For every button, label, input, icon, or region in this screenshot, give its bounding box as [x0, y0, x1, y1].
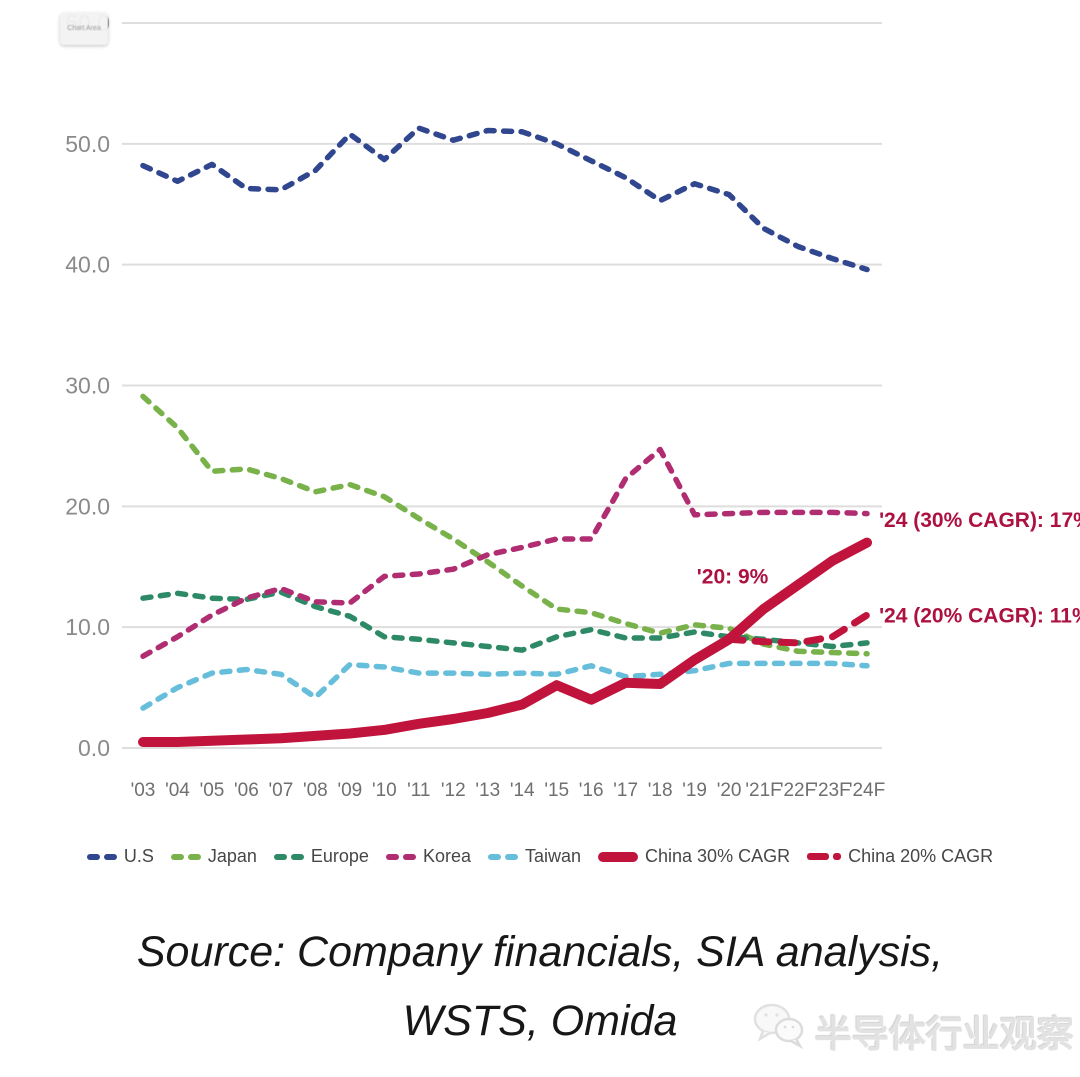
chart-area-tooltip: Chart Area — [60, 13, 108, 45]
y-tick-label: 50.0 — [65, 131, 110, 157]
legend-label: U.S — [123, 846, 154, 866]
legend-marker — [170, 853, 201, 860]
x-tick-label: '24F — [849, 780, 885, 801]
x-tick-label: '23F — [814, 780, 850, 801]
legend-item-korea: Korea — [385, 846, 471, 867]
series-korea — [140, 446, 870, 659]
legend-item-europe: Europe — [273, 846, 369, 867]
y-tick-label: 10.0 — [65, 614, 110, 640]
x-tick-label: '11 — [407, 780, 430, 801]
x-tick-label: '22F — [780, 780, 816, 801]
x-tick-label: '16 — [579, 780, 604, 801]
x-tick-label: '18 — [648, 780, 673, 801]
legend-marker — [86, 853, 117, 860]
x-tick-label: '04 — [165, 780, 190, 801]
legend-item-taiwan: Taiwan — [487, 846, 582, 867]
y-tick-label: 40.0 — [65, 252, 110, 278]
legend-label: Japan — [207, 846, 257, 866]
x-tick-label: '07 — [269, 780, 294, 801]
legend-label: Taiwan — [524, 846, 582, 866]
watermark: 半导体行业观察 — [751, 1000, 1074, 1061]
legend-marker — [487, 853, 518, 860]
legend-item-china-30-cagr: China 30% CAGR — [598, 846, 790, 867]
x-tick-label: '21F — [745, 780, 781, 801]
x-tick-label: '13 — [475, 780, 500, 801]
legend-label: China 20% CAGR — [848, 846, 994, 866]
legend-marker — [598, 851, 639, 862]
x-tick-label: '19 — [682, 780, 707, 801]
watermark-text: 半导体行业观察 — [815, 1013, 1074, 1055]
x-tick-label: '09 — [337, 780, 362, 801]
series-china-20-cagr — [725, 611, 871, 647]
x-tick-label: '14 — [510, 780, 535, 801]
source-line-1: Source: Company financials, SIA analysis… — [136, 928, 944, 976]
x-tick-label: '03 — [131, 780, 156, 801]
y-tick-label: 30.0 — [65, 373, 110, 399]
legend-item-u-s: U.S — [86, 846, 154, 867]
x-tick-label: '20 — [717, 780, 742, 801]
annotation: '24 (30% CAGR): 17% — [879, 509, 1080, 532]
annotation: '20: 9% — [697, 566, 769, 589]
legend-label: Europe — [310, 846, 369, 866]
x-tick-label: '06 — [234, 780, 259, 801]
annotation: '24 (20% CAGR): 11% — [879, 604, 1080, 627]
legend-label: China 30% CAGR — [645, 846, 791, 866]
x-tick-label: '17 — [613, 780, 638, 801]
y-tick-label: 20.0 — [65, 493, 110, 519]
source-note: Source: Company financials, SIA analysis… — [0, 918, 1080, 1056]
legend-marker — [273, 853, 304, 860]
legend-marker — [807, 853, 842, 860]
x-tick-label: '05 — [200, 780, 225, 801]
wechat-icon — [751, 1000, 809, 1061]
x-tick-label: '12 — [441, 780, 466, 801]
source-line-2: WSTS, Omida — [402, 997, 678, 1045]
legend-item-china-20-cagr: China 20% CAGR — [807, 846, 993, 867]
legend-marker — [385, 853, 416, 860]
series-u-s — [140, 125, 870, 273]
legend-item-japan: Japan — [170, 846, 257, 867]
x-tick-label: '15 — [544, 780, 569, 801]
market-share-line-chart: 0.010.020.030.040.050.060.0'03'04'05'06'… — [65, 10, 1080, 801]
series-taiwan — [140, 660, 870, 711]
y-tick-label: 0.0 — [78, 735, 110, 761]
x-tick-label: '10 — [372, 780, 397, 801]
series-china-30-cagr — [138, 537, 872, 747]
x-tick-label: '08 — [303, 780, 328, 801]
legend-label: Korea — [422, 846, 471, 866]
series-europe — [140, 589, 870, 653]
chart-legend: U.S Japan Europe Korea Taiwan China 30% CAGR C… — [0, 846, 1080, 867]
